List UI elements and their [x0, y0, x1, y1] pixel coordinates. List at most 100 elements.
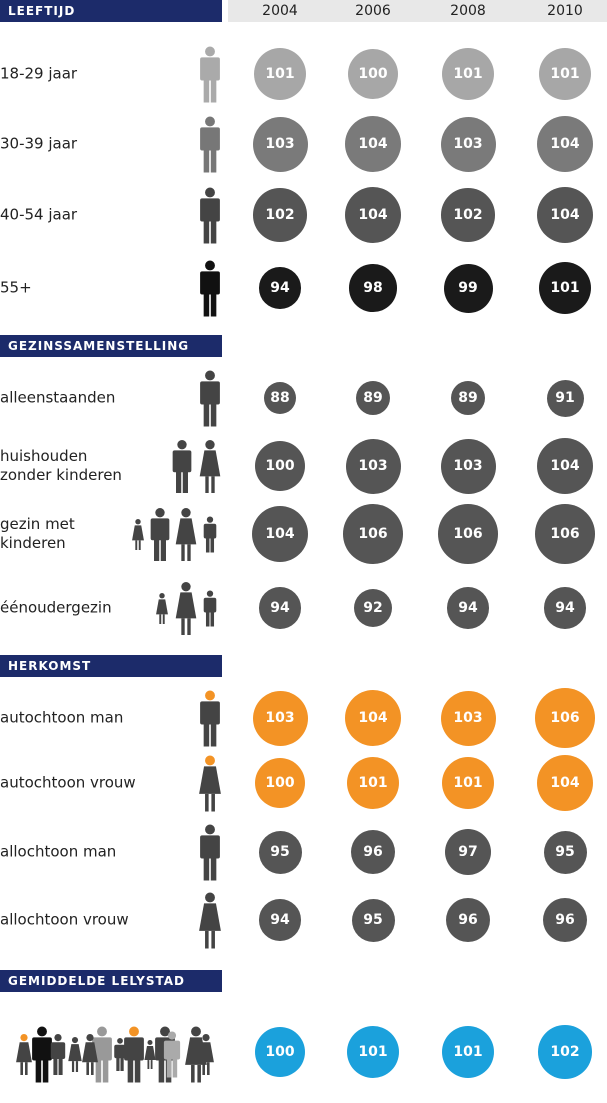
label-line: alleenstaanden — [0, 388, 116, 407]
figure-part — [144, 1046, 156, 1061]
value-bubble: 101 — [442, 757, 494, 809]
figure-part — [211, 476, 215, 493]
value-bubble: 103 — [252, 116, 308, 172]
figure-part — [159, 614, 162, 624]
figure-part — [129, 1026, 139, 1037]
figure-part — [210, 611, 215, 627]
figure-part — [200, 381, 220, 405]
figure-part — [158, 1059, 165, 1083]
figure-part — [68, 1044, 82, 1062]
figure-part — [181, 618, 185, 635]
figure-part — [199, 450, 221, 477]
figure-part — [124, 1037, 144, 1061]
figure-part — [203, 523, 217, 539]
year-label: 2004 — [262, 3, 298, 19]
value-bubble: 102 — [538, 1025, 592, 1079]
value-bubble: 95 — [258, 830, 302, 874]
label-line: autochtoon man — [0, 708, 124, 727]
figure-part — [172, 450, 192, 473]
figure-part — [102, 1059, 109, 1083]
value-bubble: 97 — [445, 829, 491, 875]
section-title: LEEFTIJD — [0, 0, 222, 22]
figure-part — [162, 614, 165, 624]
label-line: éénoudergezin — [0, 598, 112, 617]
figure-part — [205, 611, 210, 627]
value-bubble: 89 — [356, 381, 390, 415]
label-line: 40-54 jaar — [0, 205, 78, 224]
figure-part — [127, 1059, 134, 1083]
figure-part — [135, 540, 138, 550]
row-label: allochtoon vrouw — [0, 911, 129, 930]
figure-part — [138, 540, 141, 550]
figure-part — [210, 79, 217, 103]
value-bubble: 101 — [539, 48, 591, 100]
figure-part — [203, 293, 210, 317]
figure-part — [205, 793, 209, 812]
figure-part — [205, 930, 209, 949]
figure-part — [167, 1031, 177, 1040]
figure-part — [86, 1034, 94, 1042]
value-bubble: 94 — [544, 587, 586, 629]
value-bubble: 94 — [259, 587, 301, 629]
figure-part — [35, 1059, 42, 1083]
figure-part — [134, 1059, 141, 1083]
figure-part — [205, 260, 215, 271]
year-label: 2006 — [355, 3, 391, 19]
row-label: 30-39 jaar — [0, 135, 77, 154]
row-label: alleenstaanden — [0, 389, 115, 408]
row-label: huishouden zonder kinderen — [0, 447, 122, 485]
figure-part — [116, 1057, 120, 1071]
figure-part — [203, 597, 217, 613]
value-bubble: 102 — [253, 188, 307, 242]
figure-part — [200, 835, 220, 859]
value-bubble: 104 — [536, 754, 594, 812]
figure-part — [202, 1034, 210, 1042]
value-bubble: 100 — [347, 48, 399, 100]
figure-part — [25, 1062, 28, 1075]
figure-part — [155, 508, 165, 518]
figure-part — [181, 508, 191, 518]
value-bubble: 101 — [347, 757, 399, 809]
figure-part — [159, 593, 165, 599]
value-bubble: 101 — [347, 1026, 399, 1078]
figure-part — [71, 1061, 75, 1072]
figure-part — [160, 1026, 170, 1037]
figure-part — [206, 516, 214, 523]
figure-part — [205, 755, 215, 766]
value-bubble: 104 — [251, 505, 309, 563]
figure-part — [176, 471, 182, 493]
year-label: 2008 — [450, 3, 486, 19]
figure-part — [200, 701, 220, 725]
value-bubble: 100 — [254, 757, 306, 809]
figure-part — [203, 723, 210, 747]
figure-part — [160, 539, 166, 561]
figure-part — [205, 440, 215, 450]
figure-part — [210, 857, 217, 881]
value-bubble: 98 — [349, 264, 397, 312]
value-bubble: 94 — [447, 587, 489, 629]
figure-part — [205, 824, 215, 835]
figure-part — [177, 440, 187, 450]
label-line: kinderen — [0, 534, 66, 552]
figure-part — [203, 857, 210, 881]
value-bubble: 103 — [440, 438, 496, 494]
figure-part — [187, 618, 191, 635]
figure-part — [210, 220, 217, 244]
figure-part — [95, 1059, 102, 1083]
figure-part — [20, 1034, 28, 1042]
figure-part — [211, 793, 215, 812]
figure-part — [200, 127, 220, 151]
figure-part — [210, 403, 217, 427]
figure-part — [207, 1062, 210, 1075]
figure-part — [205, 370, 215, 381]
value-bubble: 104 — [344, 689, 402, 747]
value-bubble: 106 — [343, 504, 403, 564]
figure-part — [200, 198, 220, 222]
value-bubble: 94 — [259, 899, 301, 941]
figure-part — [147, 1060, 150, 1069]
figure-part — [210, 149, 217, 173]
figure-part — [132, 525, 144, 541]
figure-part — [175, 592, 197, 619]
row-label: autochtoon man — [0, 709, 123, 728]
